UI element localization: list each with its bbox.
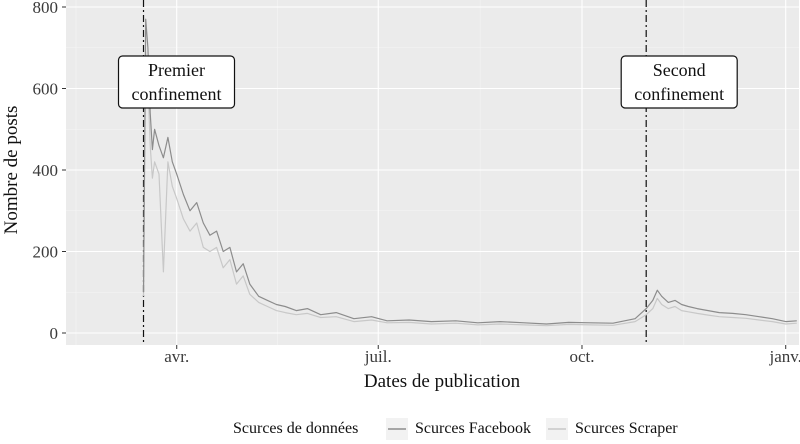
legend-item-label: Scurces Facebook [415, 420, 531, 437]
x-axis: avr. juil. oct. janv. [164, 345, 800, 366]
y-tick-label: 0 [50, 324, 59, 343]
annotation-label: Premier confinement [117, 55, 236, 109]
annotation-text: Second [653, 60, 706, 80]
y-tick-label: 200 [33, 243, 59, 262]
annotation-text: confinement [132, 84, 222, 104]
x-tick-label: janv. [769, 347, 800, 366]
annotation-boxes: Premier confinement Second confinement [117, 55, 738, 109]
annotation-text: confinement [634, 84, 724, 104]
series-line-scurces-scraper [142, 51, 797, 327]
annotation-label: Second confinement [620, 55, 738, 109]
legend: Scurces de données Scurces Facebook Scurc… [233, 418, 678, 440]
y-tick-label: 600 [33, 80, 59, 99]
x-tick-label: oct. [569, 347, 594, 366]
annotation-text: Premier [148, 60, 205, 80]
series-line-scurces-facebook [142, 18, 797, 325]
x-axis-title: Dates de publication [364, 371, 521, 392]
x-tick-label: juil. [364, 347, 392, 366]
y-axis: 0 200 400 600 800 [33, 0, 66, 343]
annotation-box [117, 55, 236, 109]
y-tick-label: 400 [33, 161, 59, 180]
x-tick-label: avr. [164, 347, 189, 366]
series-layer [142, 18, 797, 327]
legend-item-label: Scurces Scraper [575, 420, 678, 437]
legend-title: Scurces de données [233, 420, 358, 437]
y-axis-title: Nombre de posts [1, 106, 22, 235]
legend-items: Scurces Facebook Scurces Scraper [386, 418, 678, 440]
y-tick-label: 800 [33, 0, 59, 17]
annotation-box [620, 55, 738, 109]
